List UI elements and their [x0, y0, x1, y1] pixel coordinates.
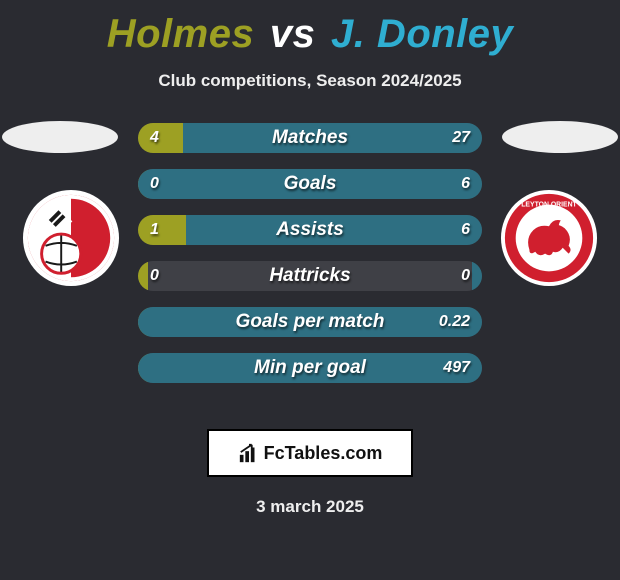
stat-value-right: 6	[461, 169, 470, 199]
date-text: 3 march 2025	[0, 497, 620, 517]
player2-name: J. Donley	[331, 12, 513, 56]
stat-bar: Min per goal497	[138, 353, 482, 383]
stat-value-left: 0	[150, 169, 159, 199]
stat-label: Min per goal	[138, 353, 482, 383]
stat-value-right: 497	[443, 353, 470, 383]
stat-bar: Matches4 27	[138, 123, 482, 153]
stat-bar: Assists1 6	[138, 215, 482, 245]
club-crest-left	[22, 189, 120, 287]
chart-icon	[238, 442, 260, 464]
brand-text: FcTables.com	[264, 443, 383, 464]
comparison-title: Holmes vs J. Donley	[0, 0, 620, 57]
stat-label: Goals	[138, 169, 482, 199]
stat-value-left: 1	[150, 215, 159, 245]
stat-value-right: 6	[461, 215, 470, 245]
stat-label: Hattricks	[138, 261, 482, 291]
stat-value-right: 27	[452, 123, 470, 153]
brand: FcTables.com	[238, 442, 383, 464]
stat-label: Goals per match	[138, 307, 482, 337]
ellipse-right	[502, 121, 618, 153]
comparison-stage: LEYTON ORIENT Matches427Goals06Assists16…	[0, 123, 620, 403]
stat-label: Assists	[138, 215, 482, 245]
stat-value-left: 4	[150, 123, 159, 153]
stat-value-right: 0	[461, 261, 470, 291]
stat-bar: Hattricks0 0	[138, 261, 482, 291]
footer-brand-box: FcTables.com	[207, 429, 413, 477]
vs-text: vs	[270, 12, 316, 56]
svg-text:LEYTON ORIENT: LEYTON ORIENT	[521, 202, 577, 209]
stat-value-left: 0	[150, 261, 159, 291]
player1-name: Holmes	[107, 12, 255, 56]
subtitle: Club competitions, Season 2024/2025	[0, 71, 620, 91]
stat-label: Matches	[138, 123, 482, 153]
stat-bars: Matches427Goals06Assists16Hattricks00Goa…	[138, 123, 482, 399]
stat-value-right: 0.22	[439, 307, 470, 337]
stat-bar: Goals per match0.22	[138, 307, 482, 337]
stat-bar: Goals0 6	[138, 169, 482, 199]
ellipse-left	[2, 121, 118, 153]
club-crest-right: LEYTON ORIENT	[500, 189, 598, 287]
